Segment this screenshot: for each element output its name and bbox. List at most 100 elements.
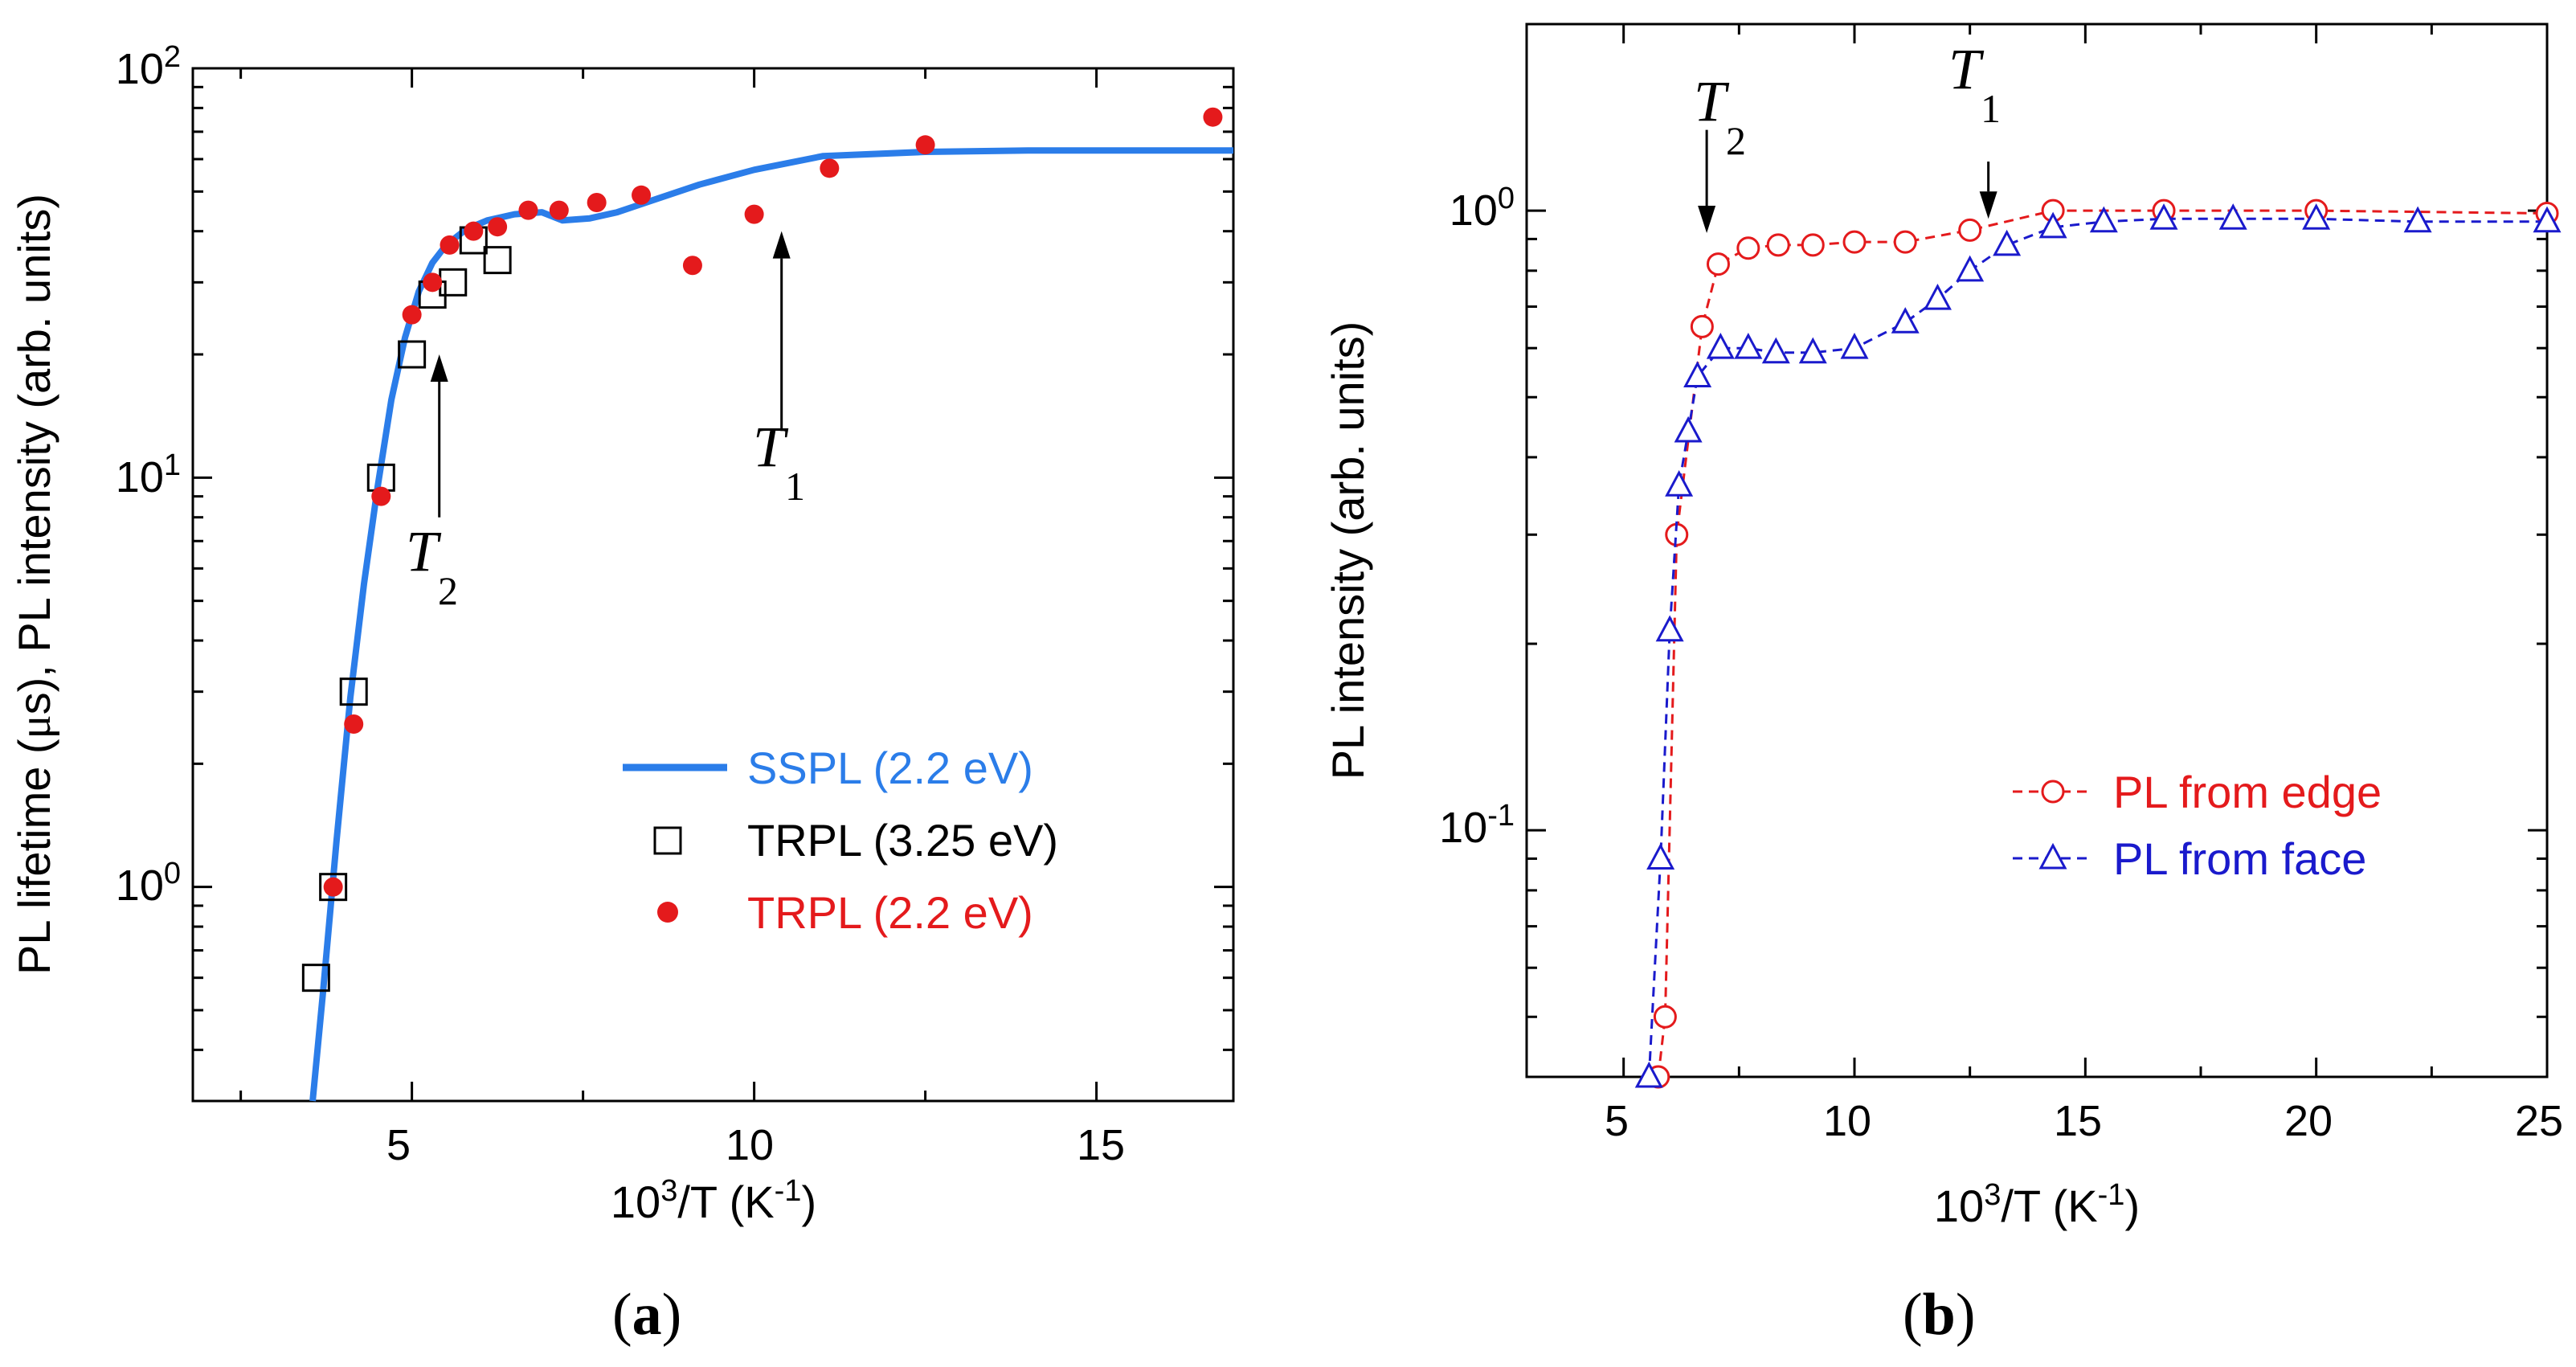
panel-a-point-trpl-2-2-ev: [464, 221, 484, 241]
panel-b-point-pl-from-face: [1891, 307, 1920, 334]
panel-a-legend-label-sspl: SSPL (2.2 eV): [747, 743, 1033, 793]
panel-a-point-trpl-2-2-ev: [682, 256, 702, 276]
panel-b-point-pl-from-face: [1923, 283, 1952, 310]
panel-a-annotation-t2: T2: [406, 354, 458, 613]
panel-a-series: [301, 107, 1233, 1102]
panel-b-caption: (b): [1903, 1282, 1975, 1348]
panel-b-legend-swatch-edge-marker: [2041, 780, 2065, 804]
panel-a-point-trpl-2-2-ev: [587, 193, 607, 213]
panel-a-legend-label-trpl-325: TRPL (3.25 eV): [747, 815, 1058, 866]
panel-b-chart: 10-1 100 5 10 15 20 25 103/T (K-1) PL in…: [1323, 23, 2563, 1348]
panel-b-xtick-label: 15: [2054, 1097, 2102, 1145]
panel-b-point-pl-from-face: [1798, 337, 1827, 364]
panel-a-series-line-sspl-2-2-ev: [309, 147, 1233, 1102]
panel-b-point-pl-from-face: [2218, 203, 2247, 230]
panel-b-point-pl-from-face: [2038, 211, 2067, 239]
panel-b-annotation-t1-arrowhead: [1979, 191, 1997, 219]
panel-a-ticks: [193, 67, 1233, 1103]
panel-a-point-trpl-2-2-ev: [423, 272, 443, 293]
panel-b-point-pl-from-face: [2302, 203, 2331, 230]
panel-a-point-trpl-3-25-ev: [398, 340, 427, 369]
panel-b-point-pl-from-edge: [1801, 233, 1825, 257]
panel-b-point-pl-from-edge: [1706, 252, 1730, 276]
panel-a-annotation-t1: T1: [753, 231, 805, 509]
panel-a-xtick-label: 10: [726, 1121, 774, 1169]
panel-b-annotation-t2-arrowhead: [1698, 206, 1716, 234]
panel-b-annotation-t2-label: T2: [1694, 69, 1746, 163]
panel-b-point-pl-from-face: [1993, 229, 2022, 256]
panel-b-point-pl-from-edge: [1766, 233, 1790, 257]
panel-b-y-axis-title: PL intensity (arb. units): [1323, 321, 1373, 780]
panel-a-point-trpl-2-2-ev: [820, 158, 840, 178]
panel-a-point-trpl-2-2-ev: [549, 200, 569, 220]
panel-b-point-pl-from-face: [1683, 361, 1712, 387]
panel-b-point-pl-from-face: [2149, 203, 2178, 230]
panel-b-x-axis-title: 103/T (K-1): [1934, 1178, 2140, 1231]
panel-b-point-pl-from-face: [1706, 332, 1735, 359]
panel-b-point-pl-from-face: [1655, 615, 1684, 642]
panel-a-point-trpl-2-2-ev: [744, 204, 764, 224]
panel-a-annotation-t2-label: T2: [406, 519, 458, 613]
panel-b-xtick-label: 25: [2515, 1097, 2563, 1145]
panel-b-point-pl-from-edge: [1690, 314, 1714, 338]
panel-b-plot-frame: [1525, 23, 2549, 1078]
panel-b-point-pl-from-edge: [1736, 236, 1760, 260]
panel-b-xtick-label: 5: [1605, 1097, 1629, 1145]
panel-a-x-axis-title: 103/T (K-1): [611, 1174, 816, 1227]
panel-a-point-trpl-2-2-ev: [518, 200, 538, 220]
panel-b-point-pl-from-face: [1734, 332, 1763, 359]
panel-b-legend-label-face: PL from face: [2113, 833, 2366, 884]
panel-b-point-pl-from-edge: [1842, 230, 1867, 254]
panel-b-ticks: [1527, 23, 2549, 1078]
panel-a-point-trpl-2-2-ev: [440, 235, 460, 255]
panel-b-point-pl-from-face: [1646, 843, 1675, 870]
panel-a-annotation-t1-label: T1: [753, 415, 805, 509]
panel-b-legend-swatch-face-marker: [2038, 842, 2067, 870]
panel-a-ytick-label: 102: [116, 40, 181, 93]
panel-a-plot-frame: [191, 67, 1235, 1103]
panel-b-xtick-label: 20: [2284, 1097, 2333, 1145]
panel-a-chart: 100 101 102 5 10 15 103/T (K-1) PL lifet…: [9, 40, 1235, 1348]
panel-a-point-trpl-2-2-ev: [371, 486, 391, 506]
panel-b-point-pl-from-face: [1840, 332, 1869, 359]
panel-b-point-pl-from-face: [1761, 337, 1790, 364]
panel-b-xtick-label: 10: [1823, 1097, 1871, 1145]
panel-a-legend-label-trpl-22: TRPL (2.2 eV): [747, 887, 1033, 938]
panel-a-point-trpl-2-2-ev: [632, 185, 652, 205]
panel-b-point-pl-from-face: [1634, 1061, 1663, 1088]
panel-a-y-axis-title: PL lifetime (μs), PL intensity (arb. uni…: [9, 194, 60, 975]
panel-a-point-trpl-2-2-ev: [488, 217, 508, 237]
panel-b-ytick-label: 100: [1450, 182, 1515, 235]
panel-b-point-pl-from-edge: [1893, 230, 1917, 254]
panel-a-annotation-t2-arrowhead: [430, 354, 448, 383]
panel-a-point-trpl-2-2-ev: [323, 877, 343, 897]
panel-b-annotation-t1-label: T1: [1948, 37, 2001, 131]
panel-b-point-pl-from-face: [1674, 415, 1703, 443]
panel-a-point-trpl-2-2-ev: [915, 135, 935, 155]
panel-b-legend-label-edge: PL from edge: [2113, 767, 2382, 817]
panel-a-legend-swatch-trpl-325: [653, 826, 682, 855]
panel-b-ytick-label: 10-1: [1439, 799, 1515, 852]
panel-b-point-pl-from-face: [2533, 206, 2562, 233]
panel-b-point-pl-from-edge: [1958, 218, 1982, 242]
panel-a-legend-swatch-trpl-22: [657, 902, 678, 923]
panel-a-ytick-label: 100: [116, 857, 181, 910]
panel-a-point-trpl-3-25-ev: [339, 677, 368, 706]
panel-b-series-line-pl-from-edge: [1657, 209, 2548, 1078]
panel-b-point-pl-from-face: [1956, 255, 1985, 282]
panel-a-caption: (a): [612, 1282, 681, 1348]
panel-b-annotation-t1: T1: [1948, 37, 2001, 219]
panel-b-point-pl-from-face: [2403, 206, 2432, 233]
panel-a-legend: SSPL (2.2 eV) TRPL (3.25 eV) TRPL (2.2 e…: [623, 743, 1058, 938]
panel-a-xtick-label: 5: [386, 1121, 411, 1169]
panel-a-point-trpl-2-2-ev: [402, 305, 422, 325]
panel-a-point-trpl-2-2-ev: [1203, 107, 1223, 127]
panel-b-annotation-t2: T2: [1694, 69, 1746, 234]
panel-a-point-trpl-3-25-ev: [319, 873, 348, 902]
panel-b-point-pl-from-face: [1665, 470, 1694, 497]
panel-a-ytick-label: 101: [116, 448, 181, 501]
panel-a-point-trpl-3-25-ev: [483, 246, 512, 275]
panel-b-series-line-pl-from-face: [1647, 217, 2547, 1078]
panel-b-point-pl-from-edge: [1653, 1005, 1677, 1029]
